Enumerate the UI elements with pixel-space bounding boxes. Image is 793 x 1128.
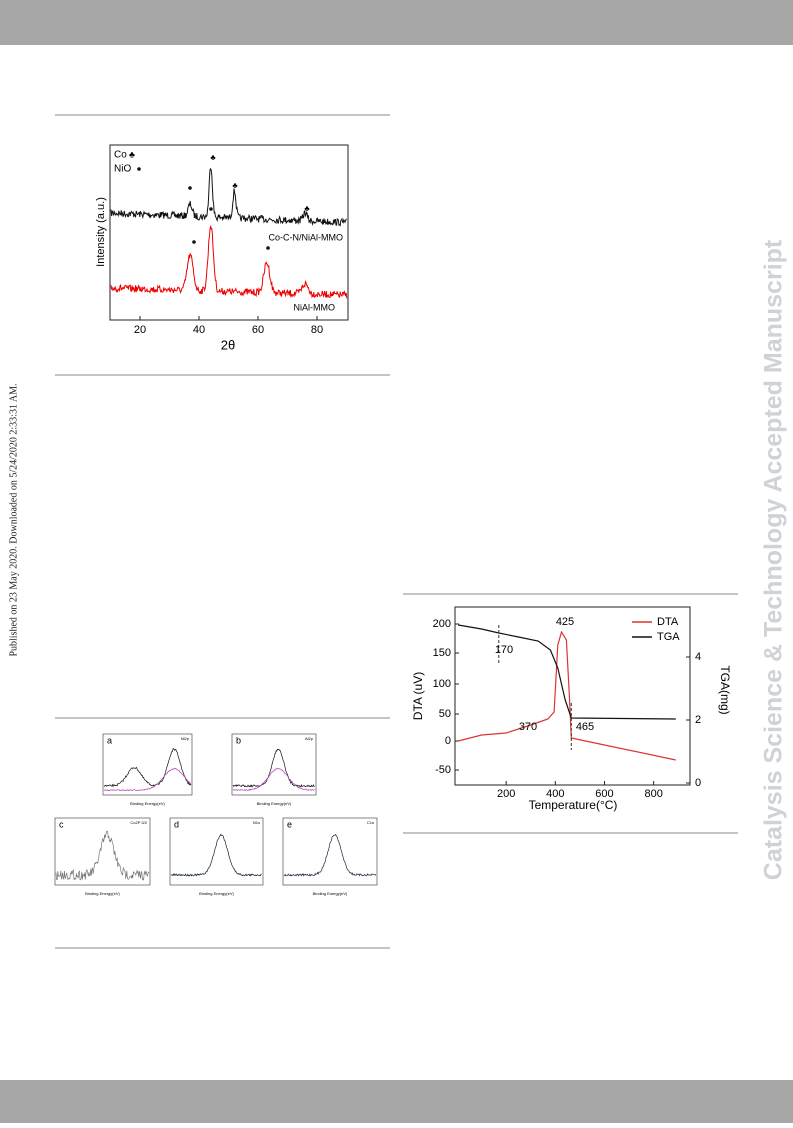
panel-x-label: Binding Energy(eV) [257, 801, 292, 806]
legend-symbol: ♣ [129, 149, 135, 159]
peak-marker [188, 186, 192, 190]
y-tick-label: 200 [433, 618, 451, 630]
curve [283, 833, 377, 877]
panel-frame [169, 817, 264, 886]
panel-frame [102, 733, 193, 796]
legend-symbol [137, 167, 141, 171]
peak-marker [192, 240, 196, 244]
curve [232, 767, 315, 791]
panel-x-label: Binding Energy(eV) [313, 891, 348, 896]
panel-letter: e [287, 819, 292, 829]
legend-entry: NiO [114, 164, 131, 175]
plot-frame [109, 144, 349, 321]
panel-frame [54, 817, 151, 886]
panel-title: Co2P 3/2 [130, 820, 147, 825]
x-tick-label: 60 [252, 324, 264, 336]
y-axis-label: Intensity (a.u.) [95, 197, 107, 267]
panel-x-label: Binding Energy(eV) [85, 891, 120, 896]
panel-title: Al2p [305, 736, 314, 741]
curve [55, 830, 150, 881]
x-tick-label: 40 [193, 324, 205, 336]
curve [103, 767, 192, 792]
y-axis-label: DTA (uV) [411, 672, 425, 720]
y-tick-label: 100 [433, 678, 451, 690]
y2-axis-label: TGA(mg) [718, 665, 732, 714]
panel-frame [282, 817, 378, 886]
legend-entry: Co [114, 150, 127, 161]
curve [110, 167, 347, 227]
panel-x-label: Binding Energy(eV) [130, 801, 165, 806]
y2-tick-label: 4 [695, 651, 701, 663]
curve [103, 747, 192, 788]
footer-bar [0, 1080, 793, 1123]
legend-entry: DTA [657, 616, 679, 628]
panel-letter: d [174, 819, 179, 829]
legend-entry: TGA [657, 631, 680, 643]
panel-title: Ni2p [181, 736, 190, 741]
curve [458, 624, 676, 720]
curve [110, 225, 348, 299]
panel-letter: a [107, 735, 112, 745]
x-tick-label: 800 [644, 788, 662, 800]
curve [458, 630, 676, 761]
y-tick-label: 0 [445, 735, 451, 747]
peak-marker: ♣ [232, 181, 238, 190]
y2-tick-label: 0 [695, 777, 701, 789]
curve-label: NiAl-MMO [294, 302, 336, 312]
curve [170, 833, 262, 877]
panel-title: N1s [253, 820, 260, 825]
annotation: 370 [519, 721, 537, 733]
peak-marker [266, 246, 270, 250]
y2-tick-label: 2 [695, 714, 701, 726]
peak-marker [209, 207, 213, 211]
x-tick-label: 200 [497, 788, 515, 800]
peak-marker: ♣ [210, 153, 216, 162]
panel-title: C1s [367, 820, 374, 825]
side-note: Published on 23 May 2020. Downloaded on … [8, 383, 19, 656]
panel-x-label: Binding Energy(eV) [199, 891, 234, 896]
x-tick-label: 20 [134, 324, 146, 336]
y-tick-label: 50 [439, 708, 451, 720]
x-tick-label: 400 [546, 788, 564, 800]
x-axis-label: Temperature(°C) [529, 798, 618, 812]
curve [232, 749, 315, 788]
header-bar [0, 0, 793, 45]
xps-figure: a Ni2p Binding Energy(eV) b Al2p Binding Ener… [54, 733, 378, 896]
curve-label: Co-C-N/NiAl-MMO [269, 232, 344, 242]
panel-letter: b [236, 735, 241, 745]
y-tick-label: 150 [433, 647, 451, 659]
x-tick-label: 80 [311, 324, 323, 336]
annotation: 465 [576, 721, 594, 733]
annotation: 170 [495, 644, 513, 656]
watermark: Catalysis Science & Technology Accepted … [760, 239, 788, 880]
figure-rules [55, 114, 738, 949]
panel-frame [231, 733, 317, 796]
x-axis-label: 2θ [221, 337, 235, 352]
x-tick-label: 600 [595, 788, 613, 800]
annotation: 425 [556, 616, 574, 628]
plot-frame [454, 606, 691, 786]
peak-marker: ♣ [304, 204, 310, 213]
panel-letter: c [59, 819, 64, 829]
y-tick-label: -50 [435, 764, 451, 776]
thermal-figure: 200 400 600 800 200 150 100 50 0 -50 4 2 0 Temperatur… [411, 606, 732, 812]
